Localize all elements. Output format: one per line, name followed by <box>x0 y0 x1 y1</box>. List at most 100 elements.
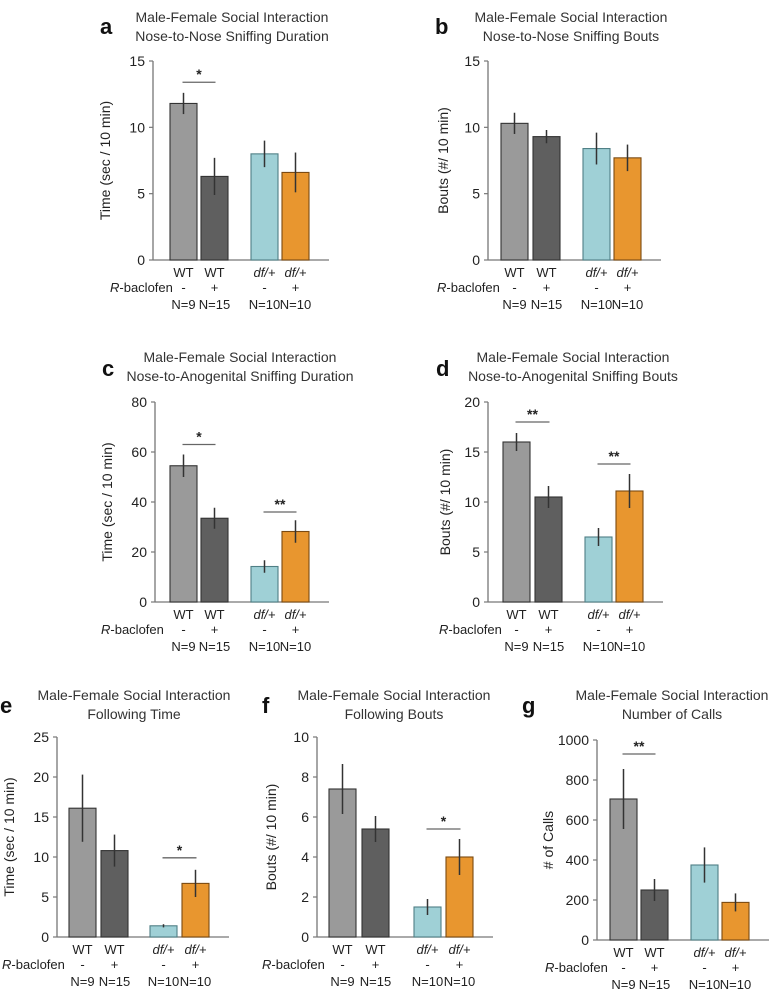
y-tick-label: 200 <box>566 892 590 908</box>
y-tick-label: 20 <box>131 544 147 560</box>
y-tick-label: 400 <box>566 852 590 868</box>
panel-f: f Male-Female Social Interaction Following… <box>262 687 493 989</box>
n-label: N=9 <box>504 639 528 654</box>
category-label: df/+ <box>152 942 174 957</box>
y-tick-label: 0 <box>301 929 309 945</box>
n-label: N=10 <box>444 974 475 989</box>
category-label: df/+ <box>616 265 638 280</box>
treatment-label: + <box>651 960 659 975</box>
category-label: df/+ <box>284 607 306 622</box>
y-tick-label: 15 <box>464 444 480 460</box>
panel-e: e Male-Female Social Interaction Following… <box>0 687 230 989</box>
y-tick-label: 10 <box>464 494 480 510</box>
panel-b: b Male-Female Social Interaction Nose-to-N… <box>435 9 667 312</box>
y-axis-label: Bouts (#/ 10 min) <box>437 449 453 556</box>
bar <box>250 153 279 261</box>
row-label-suffix: -baclofen <box>271 957 324 972</box>
significance-star: * <box>196 429 202 445</box>
bar <box>361 828 390 938</box>
bar <box>281 530 310 603</box>
treatment-label: - <box>161 957 165 972</box>
n-label: N=9 <box>611 977 635 992</box>
treatment-label: + <box>192 957 200 972</box>
panel-letter: c <box>102 356 114 381</box>
y-axis-label: Time (sec / 10 min) <box>97 101 113 220</box>
n-label: N=10 <box>583 639 614 654</box>
y-tick-label: 80 <box>131 394 147 410</box>
panel-letter: g <box>522 693 535 718</box>
y-tick-label: 800 <box>566 772 590 788</box>
significance-star: ** <box>609 448 620 464</box>
row-label-suffix: -baclofen <box>446 280 499 295</box>
n-label: N=10 <box>280 639 311 654</box>
row-label-prefix: R <box>545 960 554 975</box>
bar <box>500 122 529 261</box>
significance-star: ** <box>634 738 645 754</box>
treatment-label: + <box>543 280 551 295</box>
treatment-label: - <box>425 957 429 972</box>
category-label: WT <box>613 945 633 960</box>
row-label-r-baclofen: R-baclofen <box>437 280 500 295</box>
y-tick-label: 0 <box>139 594 147 610</box>
y-tick-label: 15 <box>464 53 480 69</box>
treatment-label: - <box>702 960 706 975</box>
category-label: WT <box>504 265 524 280</box>
n-label: N=10 <box>249 297 280 312</box>
row-label-suffix: -baclofen <box>110 622 163 637</box>
row-label-r-baclofen: R-baclofen <box>262 957 325 972</box>
category-label: WT <box>173 265 193 280</box>
n-label: N=15 <box>360 974 391 989</box>
treatment-label: - <box>340 957 344 972</box>
category-label: WT <box>204 265 224 280</box>
n-label: N=15 <box>639 977 670 992</box>
chart-title: Male-Female Social Interaction <box>576 687 769 703</box>
y-axis-label: Time (sec / 10 min) <box>1 777 17 896</box>
y-tick-label: 6 <box>301 809 309 825</box>
bar <box>532 136 561 261</box>
n-label: N=9 <box>70 974 94 989</box>
row-label-prefix: R <box>439 622 448 637</box>
panel-c: c Male-Female Social Interaction Nose-to-A… <box>99 349 354 654</box>
treatment-label: + <box>111 957 119 972</box>
treatment-label: + <box>732 960 740 975</box>
category-label: df/+ <box>253 265 275 280</box>
chart-subtitle: Nose-to-Anogenital Sniffing Bouts <box>468 368 678 384</box>
row-label-suffix: -baclofen <box>119 280 172 295</box>
n-label: N=9 <box>171 639 195 654</box>
row-label-prefix: R <box>2 957 11 972</box>
y-tick-label: 2 <box>301 889 309 905</box>
y-tick-label: 5 <box>41 889 49 905</box>
panel-letter: a <box>100 14 113 39</box>
panel-letter: d <box>436 356 449 381</box>
n-label: N=10 <box>720 977 751 992</box>
y-tick-label: 600 <box>566 812 590 828</box>
chart-title: Male-Female Social Interaction <box>144 349 337 365</box>
n-label: N=15 <box>531 297 562 312</box>
chart-title: Male-Female Social Interaction <box>38 687 231 703</box>
y-tick-label: 8 <box>301 769 309 785</box>
treatment-label: - <box>594 280 598 295</box>
y-tick-label: 60 <box>131 444 147 460</box>
y-tick-label: 25 <box>33 729 49 745</box>
y-tick-label: 15 <box>129 53 145 69</box>
y-tick-label: 0 <box>472 252 480 268</box>
row-label-suffix: -baclofen <box>554 960 607 975</box>
treatment-label: + <box>372 957 380 972</box>
category-label: WT <box>536 265 556 280</box>
y-tick-label: 0 <box>472 594 480 610</box>
y-tick-label: 20 <box>33 769 49 785</box>
panel-letter: f <box>262 693 270 718</box>
treatment-label: + <box>624 280 632 295</box>
treatment-label: + <box>292 622 300 637</box>
n-label: N=10 <box>689 977 720 992</box>
category-label: df/+ <box>724 945 746 960</box>
bar <box>200 517 229 603</box>
treatment-label: - <box>596 622 600 637</box>
chart-subtitle: Nose-to-Anogenital Sniffing Duration <box>127 368 354 384</box>
y-tick-label: 10 <box>33 849 49 865</box>
y-tick-label: 0 <box>581 932 589 948</box>
chart-subtitle: Nose-to-Nose Sniffing Bouts <box>483 28 659 44</box>
bar <box>584 536 613 603</box>
y-tick-label: 5 <box>137 186 145 202</box>
